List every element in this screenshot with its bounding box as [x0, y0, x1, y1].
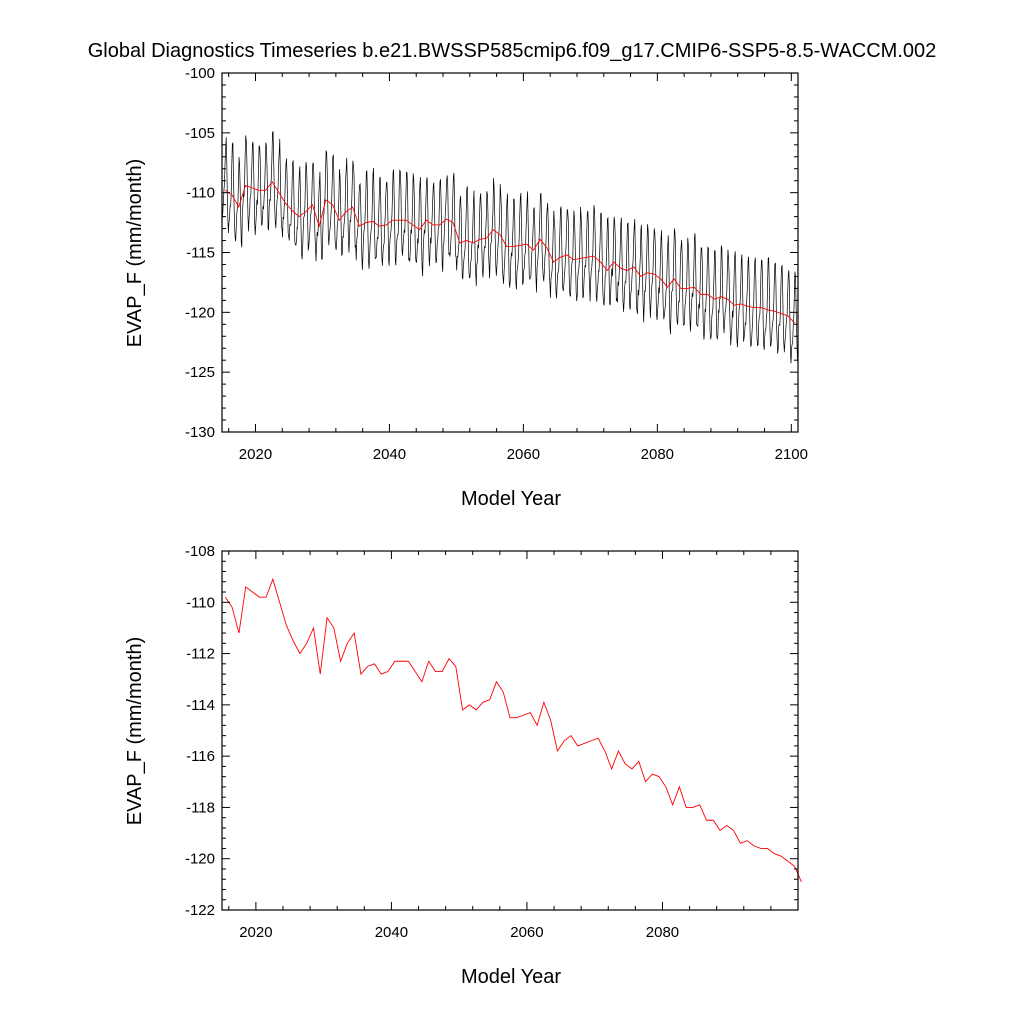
top-plot-lines: [221, 131, 799, 364]
top-series-monthly-line: [221, 131, 799, 364]
bottom-y-tick-label: -114: [186, 697, 215, 714]
top-x-tick-label: 2020: [239, 446, 272, 463]
bottom-y-tick-label: -120: [185, 851, 215, 868]
bottom-plot-frame: [221, 550, 799, 911]
top-panel: -130 -125 -120 -115 -110 -105 -100 2020 2040 2060…: [124, 65, 808, 510]
top-x-tick-label: 2080: [641, 446, 674, 463]
bottom-y-tick-label: -122: [185, 902, 215, 919]
top-plot-frame: [221, 72, 799, 433]
top-y-tick-label: -100: [185, 65, 215, 82]
top-x-tick-label: 2060: [507, 446, 540, 463]
top-y-tick-label: -130: [185, 424, 215, 441]
figure-title: Global Diagnostics Timeseries b.e21.BWSS…: [88, 40, 937, 62]
top-x-tick-label: 2040: [373, 446, 406, 463]
top-y-tick-label: -115: [186, 245, 215, 262]
bottom-series-annual-mean-line: [225, 577, 802, 882]
bottom-y-tick-label: -116: [186, 748, 215, 765]
bottom-x-tick-label: 2080: [646, 924, 679, 941]
bottom-x-tick-label: 2020: [239, 924, 272, 941]
top-ticks: -130 -125 -120 -115 -110 -105 -100 2020 2040 2060…: [185, 65, 808, 463]
top-x-tick-label: 2100: [775, 446, 808, 463]
bottom-y-tick-label: -112: [186, 646, 215, 663]
bottom-y-axis-label: EVAP_F (mm/month): [124, 637, 146, 826]
bottom-y-tick-label: -118: [186, 799, 215, 816]
top-series-annual-mean-line: [225, 181, 795, 324]
bottom-x-tick-label: 2060: [510, 924, 543, 941]
bottom-x-axis-label: Model Year: [461, 966, 561, 988]
bottom-plot-lines: [225, 577, 802, 882]
bottom-ticks: -122 -120 -118 -116 -114 -112 -110 -108 2020 2040…: [185, 543, 798, 941]
top-y-tick-label: -110: [186, 185, 215, 202]
top-y-tick-label: -120: [185, 304, 215, 321]
bottom-y-tick-label: -110: [186, 594, 215, 611]
top-y-tick-label: -125: [185, 364, 215, 381]
bottom-y-tick-label: -108: [185, 543, 215, 560]
top-y-tick-label: -105: [185, 125, 215, 142]
bottom-panel: -122 -120 -118 -116 -114 -112 -110 -108 2020 2040…: [124, 543, 802, 988]
top-x-axis-label: Model Year: [461, 488, 561, 510]
bottom-x-tick-label: 2040: [375, 924, 408, 941]
top-y-axis-label: EVAP_F (mm/month): [124, 159, 146, 348]
